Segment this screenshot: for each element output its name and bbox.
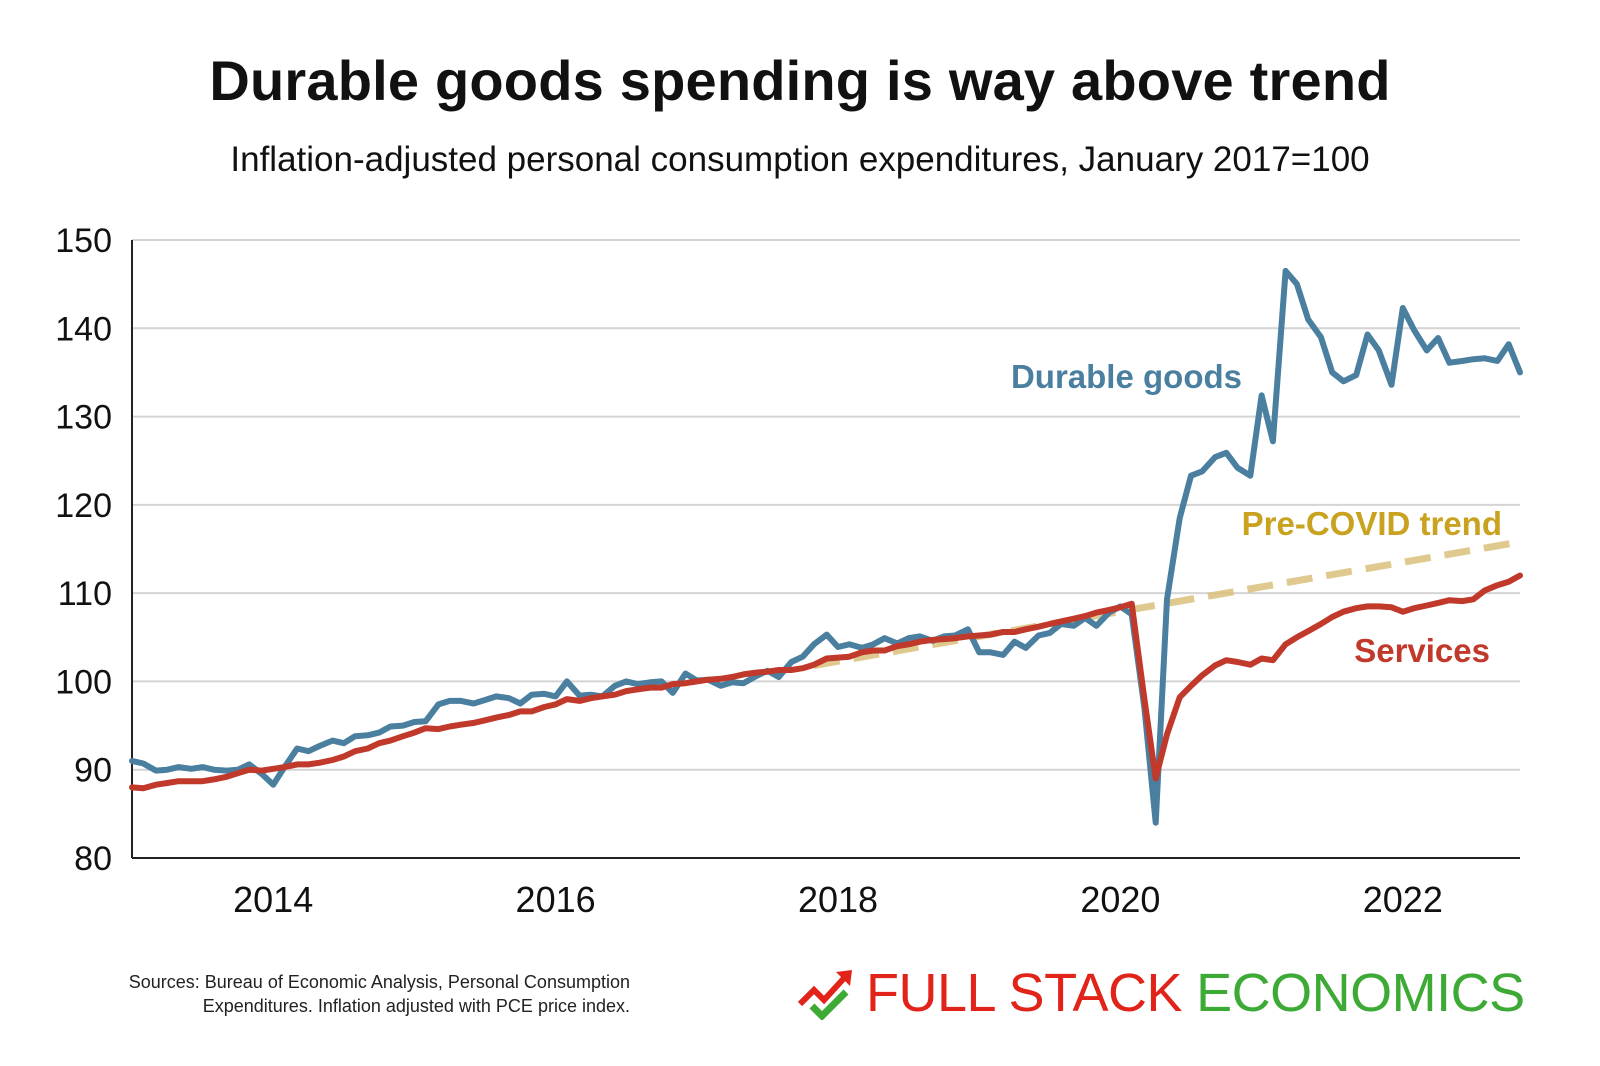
sources-line-1: Sources: Bureau of Economic Analysis, Pe… xyxy=(128,972,630,992)
series-label-durable-goods: Durable goods xyxy=(1011,358,1242,395)
line-chart: 80 90 100 110 120 130 140 150 2014 2016 2018 2020 20… xyxy=(55,222,1523,920)
y-tick-label-100: 100 xyxy=(55,663,112,701)
series-line-pre-covid-trend xyxy=(813,538,1521,669)
series-line-durable-goods xyxy=(129,267,1523,826)
y-tick-label-150: 150 xyxy=(55,222,112,260)
x-tick-label-2018: 2018 xyxy=(798,879,878,920)
x-tick-label-2014: 2014 xyxy=(233,879,313,920)
y-tick-label-110: 110 xyxy=(58,575,112,613)
brand-name-part-2: ECONOMICS xyxy=(1196,963,1525,1023)
sources-line-2: Expenditures. Inflation adjusted with PC… xyxy=(202,996,630,1016)
y-tick-label-140: 140 xyxy=(55,310,112,348)
series-label-services: Services xyxy=(1354,632,1490,669)
x-tick-label-2016: 2016 xyxy=(516,879,596,920)
brand-logo: FULL STACK ECONOMICS xyxy=(796,958,1525,1028)
brand-name-part-1: FULL STACK xyxy=(866,963,1183,1023)
y-tick-label-80: 80 xyxy=(74,840,112,878)
series-line-services xyxy=(129,572,1523,792)
x-tick-label-2020: 2020 xyxy=(1080,879,1160,920)
y-tick-label-120: 120 xyxy=(55,487,112,525)
y-tick-label-90: 90 xyxy=(74,752,112,790)
chart-title: Durable goods spending is way above tren… xyxy=(209,49,1391,112)
x-tick-label-2022: 2022 xyxy=(1363,879,1443,920)
sources-note: Sources: Bureau of Economic Analysis, Pe… xyxy=(50,970,630,1018)
y-tick-label-130: 130 xyxy=(55,399,112,437)
chart-subtitle: Inflation-adjusted personal consumption … xyxy=(230,140,1370,179)
chart-arrow-check-icon xyxy=(797,970,852,1020)
series-label-pre-covid-trend: Pre-COVID trend xyxy=(1242,505,1502,542)
